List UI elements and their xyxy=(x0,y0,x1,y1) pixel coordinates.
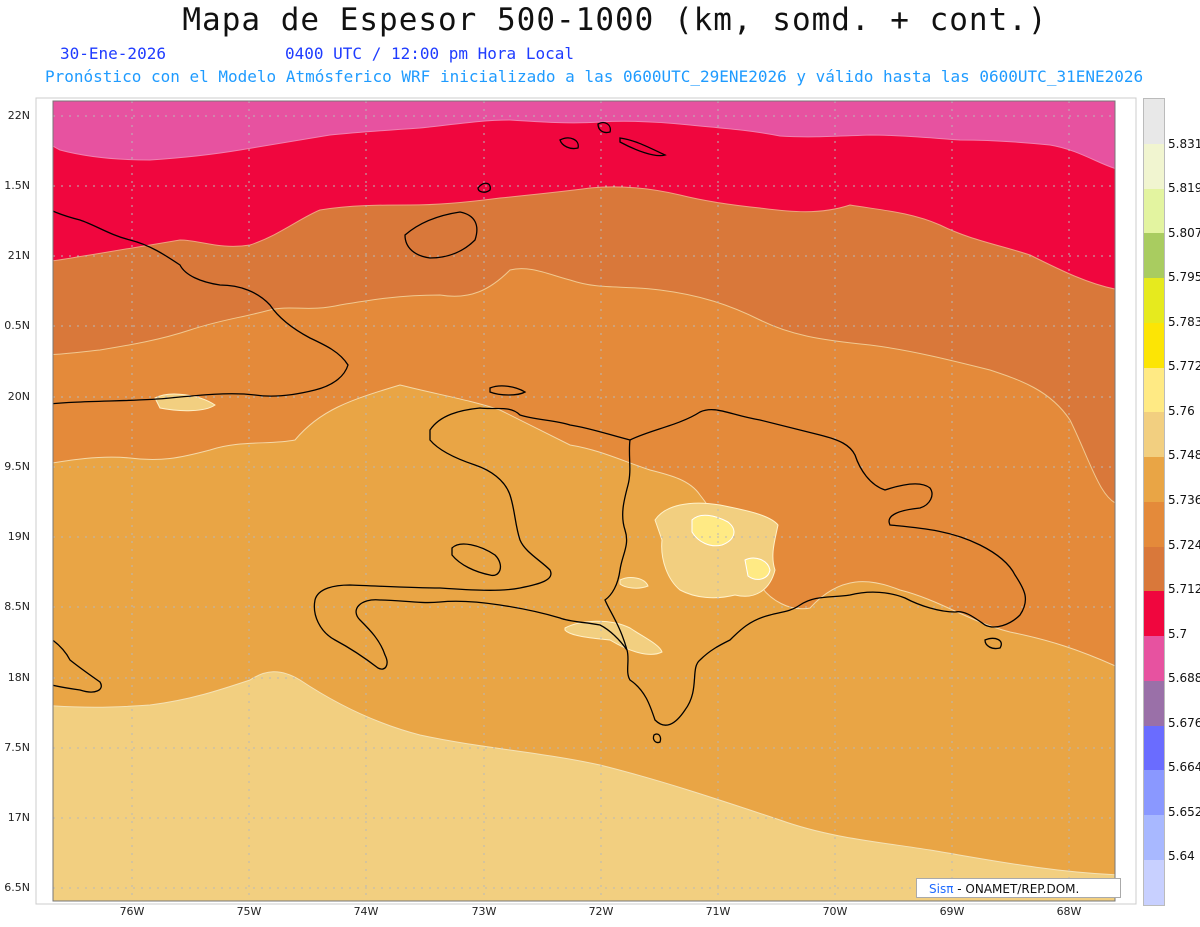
coast-turks-caicos xyxy=(559,121,667,157)
coast-hispaniola xyxy=(313,407,1027,726)
colorbar-label: 5.664 xyxy=(1168,760,1200,774)
credit-box: Sisπ - ONAMET/REP.DOM. xyxy=(916,878,1121,898)
model-subtitle: Pronóstico con el Modelo Atmósferico WRF… xyxy=(45,67,1144,86)
colorbar-segment xyxy=(1144,143,1164,189)
colorbar-segment xyxy=(1144,322,1164,368)
colorbar-label: 5.807 xyxy=(1168,226,1200,240)
lon-tick: 75W xyxy=(236,905,262,918)
credit-brand: Sisπ xyxy=(929,882,954,896)
lat-tick: 18N xyxy=(7,671,30,684)
lat-tick: 1.5N xyxy=(4,179,30,192)
coast-little-inagua xyxy=(477,182,491,193)
lon-tick: 72W xyxy=(588,905,614,918)
colorbar-segment xyxy=(1144,815,1164,861)
colorbar-label: 5.748 xyxy=(1168,448,1200,462)
coast-beata xyxy=(652,733,662,744)
colorbar-label: 5.783 xyxy=(1168,315,1200,329)
coast-tortuga xyxy=(489,385,527,396)
colorbar-segment xyxy=(1144,636,1164,681)
border-dr-haiti xyxy=(604,439,631,651)
colorbar-segment xyxy=(1144,501,1164,547)
lat-tick: 21N xyxy=(7,249,30,262)
contour-5-748-d xyxy=(619,577,649,589)
colorbar-segment xyxy=(1144,99,1164,144)
colorbar-segment xyxy=(1144,860,1164,905)
lon-tick: 74W xyxy=(353,905,379,918)
colorbar-label: 5.724 xyxy=(1168,538,1200,552)
graticule xyxy=(53,101,1115,901)
lon-tick: 69W xyxy=(939,905,965,918)
coast-saona xyxy=(984,637,1002,650)
colorbar-segment xyxy=(1144,188,1164,234)
colorbar-segment xyxy=(1144,591,1164,637)
band-5-688 xyxy=(53,101,1115,170)
coast-cuba xyxy=(53,210,349,405)
lat-tick: 7.5N xyxy=(4,741,30,754)
colorbar-segment xyxy=(1144,233,1164,279)
colorbar-label: 5.676 xyxy=(1168,716,1200,730)
lon-tick: 73W xyxy=(471,905,497,918)
colorbar-label: 5.795 xyxy=(1168,270,1200,284)
lat-tick: 20N xyxy=(7,390,30,403)
lon-tick: 68W xyxy=(1056,905,1082,918)
lat-tick: 8.5N xyxy=(4,600,30,613)
lat-tick: 0.5N xyxy=(4,319,30,332)
colorbar-label: 5.831 xyxy=(1168,137,1200,151)
lon-tick: 76W xyxy=(119,905,145,918)
lon-tick: 71W xyxy=(705,905,731,918)
coastlines xyxy=(53,121,1027,744)
colorbar xyxy=(1143,98,1165,906)
forecast-time: 0400 UTC / 12:00 pm Hora Local xyxy=(285,44,574,63)
coast-jamaica xyxy=(53,639,102,693)
colorbar-segment xyxy=(1144,725,1164,771)
contour-5-748-b xyxy=(564,620,663,655)
colorbar-segment xyxy=(1144,412,1164,458)
lon-tick: 70W xyxy=(822,905,848,918)
credit-text: - ONAMET/REP.DOM. xyxy=(957,882,1080,896)
band-5-7 xyxy=(53,101,1115,290)
colorbar-label: 5.652 xyxy=(1168,805,1200,819)
colorbar-segment xyxy=(1144,457,1164,502)
lat-tick: 22N xyxy=(7,109,30,122)
contour-5-76-a xyxy=(691,514,735,547)
colorbar-segment xyxy=(1144,770,1164,816)
colorbar-segment xyxy=(1144,367,1164,413)
lat-tick: 6.5N xyxy=(4,881,30,894)
colorbar-segment xyxy=(1144,546,1164,592)
colorbar-label: 5.64 xyxy=(1168,849,1195,863)
colorbar-label: 5.736 xyxy=(1168,493,1200,507)
lat-tick: 9.5N xyxy=(4,460,30,473)
colorbar-label: 5.688 xyxy=(1168,671,1200,685)
coast-inagua xyxy=(404,211,478,259)
lat-tick: 19N xyxy=(7,530,30,543)
colorbar-segment xyxy=(1144,680,1164,726)
contour-5-76-b xyxy=(744,557,771,580)
colorbar-label: 5.712 xyxy=(1168,582,1200,596)
colorbar-segment xyxy=(1144,278,1164,323)
colorbar-label: 5.7 xyxy=(1168,627,1188,641)
coast-gonave xyxy=(451,543,502,577)
lat-tick: 17N xyxy=(7,811,30,824)
colorbar-label: 5.819 xyxy=(1168,181,1200,195)
forecast-date: 30-Ene-2026 xyxy=(60,44,166,63)
colorbar-label: 5.772 xyxy=(1168,359,1200,373)
colorbar-label: 5.76 xyxy=(1168,404,1195,418)
map-title: Mapa de Espesor 500-1000 (km, somd. + co… xyxy=(182,2,1048,38)
